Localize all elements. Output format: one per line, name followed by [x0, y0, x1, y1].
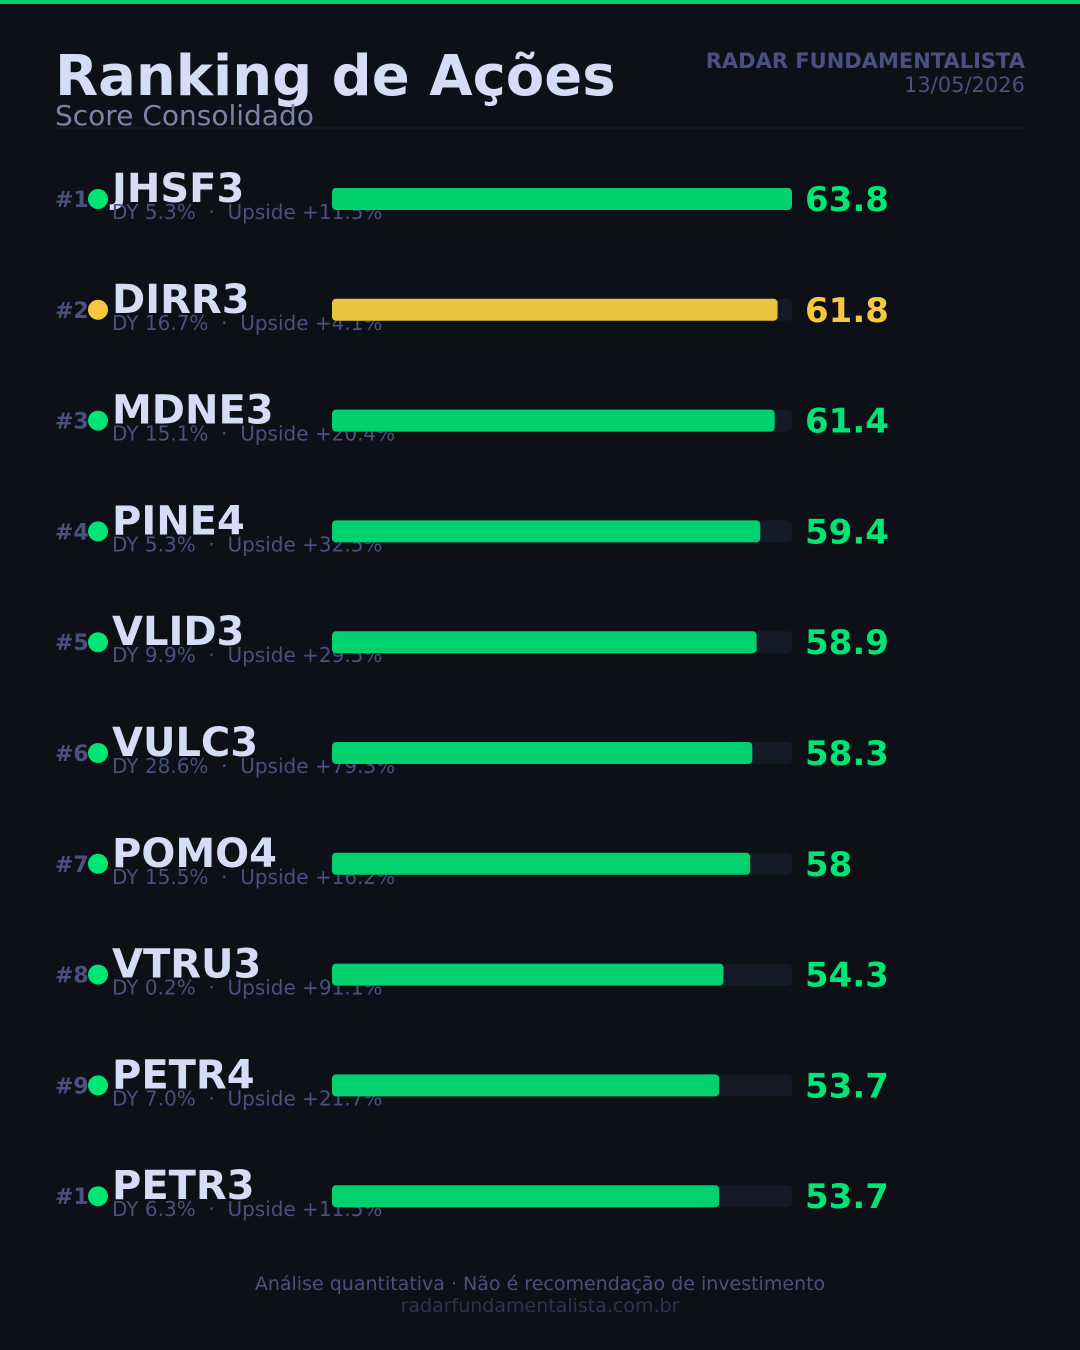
rank: #4 [55, 520, 89, 545]
ticker: PETR3 [112, 1163, 255, 1209]
date: 13/05/2026 [904, 73, 1025, 97]
bar [332, 963, 724, 986]
bar [332, 520, 761, 543]
status-dot [88, 410, 108, 431]
bar [332, 631, 757, 654]
value-label: 58 [805, 845, 852, 885]
status-dot [88, 853, 108, 874]
rank: #9 [55, 1074, 89, 1099]
ticker: VTRU3 [112, 942, 261, 988]
footer-site: radarfundamentalista.com.br [401, 1295, 680, 1317]
bar [332, 742, 753, 764]
rank: #3 [55, 410, 89, 435]
ticker: JHSF3 [109, 166, 244, 212]
value-label: 53.7 [805, 1066, 889, 1106]
bar [332, 1185, 720, 1208]
status-dot [88, 189, 108, 209]
top-accent [0, 0, 1080, 4]
rank: #8 [55, 964, 89, 989]
status-dot [88, 964, 108, 985]
value-label: 58.3 [805, 734, 889, 774]
rank: #7 [55, 853, 89, 878]
value-label: 53.7 [805, 1177, 889, 1217]
chart-subtitle: Score Consolidado [55, 99, 314, 132]
value-label: 61.8 [805, 291, 889, 331]
ticker: POMO4 [112, 831, 277, 877]
brand: RADAR FUNDAMENTALISTA [706, 49, 1026, 73]
ticker: DIRR3 [112, 277, 250, 323]
bar [332, 188, 792, 210]
rank: #5 [55, 631, 89, 656]
ticker: VLID3 [112, 609, 244, 655]
value-label: 54.3 [805, 956, 889, 996]
value-label: 58.9 [805, 623, 889, 663]
status-dot [88, 521, 108, 542]
chart-title: Ranking de Ações [55, 44, 616, 109]
status-dot [88, 1075, 108, 1096]
status-dot [88, 1186, 108, 1207]
ticker: MDNE3 [112, 388, 274, 434]
status-dot [88, 299, 108, 320]
ticker: PINE4 [112, 498, 245, 544]
ticker: PETR4 [112, 1052, 255, 1098]
ticker: VULC3 [112, 720, 258, 766]
bar [332, 298, 778, 321]
rank: #1 [55, 188, 89, 213]
rank: #2 [55, 299, 89, 324]
status-dot [88, 632, 108, 653]
bar [332, 409, 775, 432]
footer-note: Análise quantitativa · Não é recomendaçã… [255, 1273, 825, 1295]
bar [332, 852, 751, 875]
bar [332, 1074, 720, 1097]
value-label: 61.4 [805, 402, 889, 442]
rank: #6 [55, 742, 89, 767]
value-label: 59.4 [805, 512, 889, 552]
status-dot [88, 743, 108, 763]
value-label: 63.8 [805, 180, 889, 220]
